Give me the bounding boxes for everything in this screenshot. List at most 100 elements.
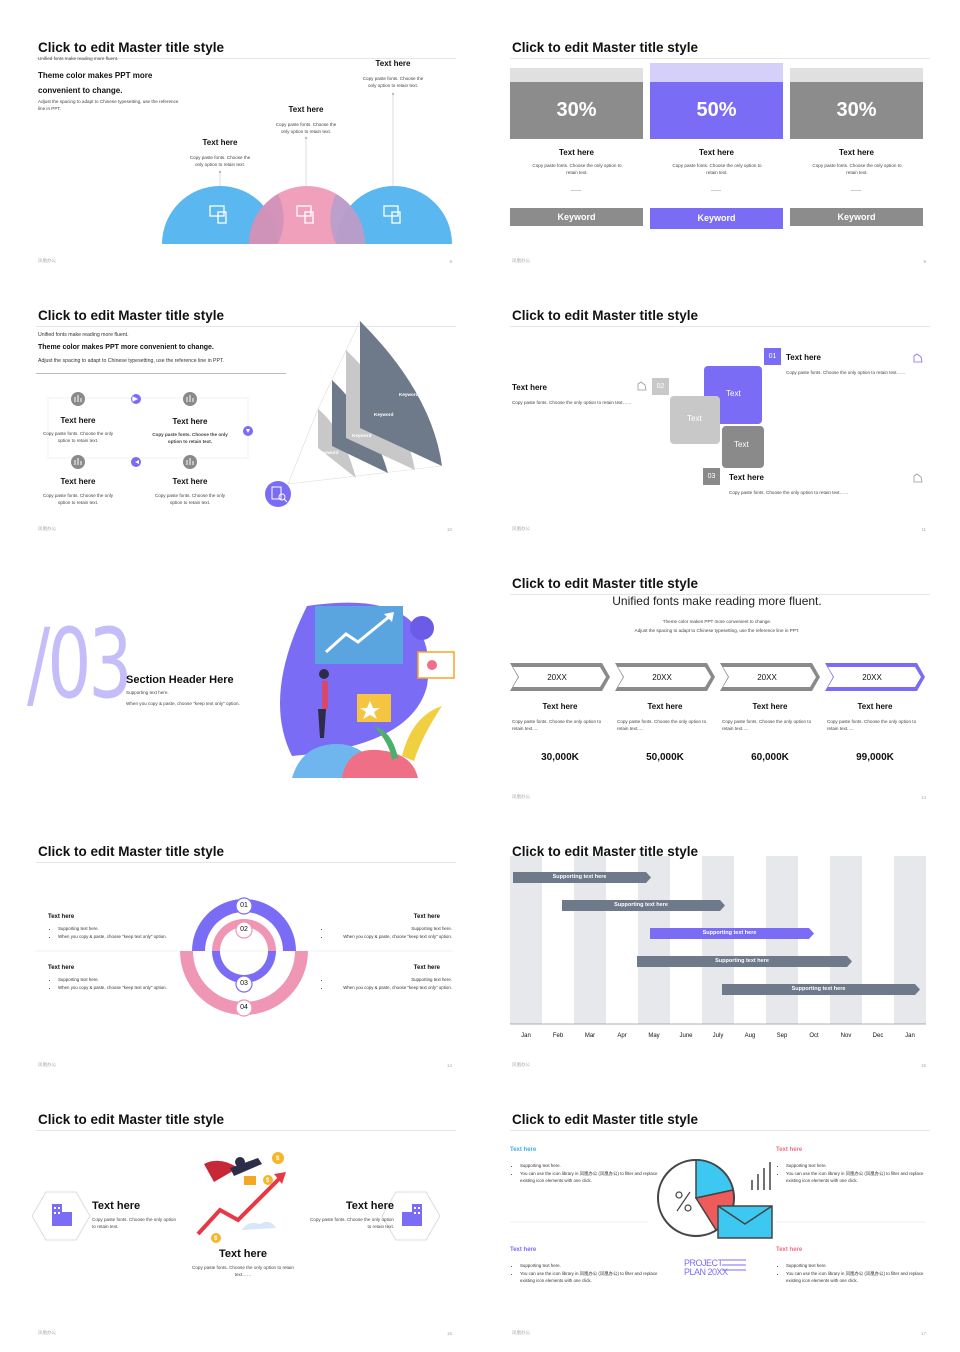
slide-title: Click to edit Master title style [38,40,225,55]
col-2-keyword[interactable]: Keyword [650,208,783,229]
title-divider [36,1130,456,1131]
page-number: 10 [446,527,452,532]
item-1-b2: When you copy & paste, choose "keep text… [58,933,190,941]
keyword-3: Keyword [374,412,394,417]
slide-14[interactable]: Click to edit Master title style 01 02 0… [2,814,470,1074]
sub-1: Theme color makes PPT more convenient to… [662,619,772,624]
slide-title: Click to edit Master title style [512,576,699,591]
col-4-year: 20XX [862,673,882,682]
slide-15[interactable]: Click to edit Master title style Support… [476,814,944,1074]
footer-brand: 凤凰办公 [38,1330,56,1335]
document-search-icon [271,486,288,503]
section-sub-2: When you copy & paste, choose "keep text… [126,701,240,706]
month-label: Mar [584,1033,596,1039]
slide-title: Click to edit Master title style [512,308,699,323]
svg-text:$: $ [276,1156,280,1162]
hand-icon [913,353,923,363]
col-1-percent: 30% [510,82,643,139]
item-3-bullets: Supporting text here. When you copy & pa… [322,925,452,940]
intro-adjust: Adjust the spacing to adapt to Chinese t… [38,99,179,111]
col-1-desc: Copy paste fonts. Choose the only option… [512,719,602,731]
item-2-desc: Copy paste fonts. Choose the only option… [152,432,228,444]
col-2-desc: Copy paste fonts. Choose the only option… [617,719,707,731]
slide-12[interactable]: /03 Section Header Here Supporting text … [2,546,470,806]
col-2-title: Text here [647,702,683,711]
item-3-bullets: Supporting text here. You can use the ic… [512,1262,662,1285]
col-3-desc: Copy paste fonts. Choose the only option… [722,719,812,731]
item-2-b1: Supporting text here. [786,1162,928,1170]
gantt-bar-1: Supporting text here [552,874,607,880]
col-3-dash [851,190,861,191]
item-1-title: Text here [510,1147,537,1153]
month-label: Apr [617,1033,627,1039]
page-number: 13 [920,795,926,800]
num-01: 01 [764,348,781,365]
col-3-keyword[interactable]: Keyword [790,208,923,226]
slide-11[interactable]: Click to edit Master title style Text Te… [476,278,944,538]
col-2-dash [711,190,721,191]
item-4-b1: Supporting text here. [330,976,452,984]
square-2-label: Text [687,414,702,423]
slide-16[interactable]: Click to edit Master title style $ $ $ Tex… [2,1082,470,1342]
footer-brand: 凤凰办公 [512,258,530,263]
item-4-desc: Copy paste fonts. Choose the only option… [154,493,226,505]
slide-title: Click to edit Master title style [512,844,699,859]
title-divider [510,58,930,59]
month-label: Dec [872,1033,884,1039]
footer-brand: 凤凰办公 [512,1062,530,1067]
intro-bold: Theme color makes PPT more convenient to… [38,71,153,95]
col-2-title: Text here [699,148,734,157]
col-2-percent: 50% [650,82,783,139]
slide-9[interactable]: Click to edit Master title style 30% Tex… [476,10,944,270]
ring-num-04: 04 [240,1004,248,1011]
intro-small: Unified fonts make reading more fluent. [38,332,129,338]
page-number: 11 [921,527,926,532]
svg-text:$: $ [214,1236,218,1242]
page-number: 8 [449,259,452,264]
month-label: Feb [552,1033,564,1039]
bottom-title: Text here [729,473,764,482]
col-1-title: Text here [542,702,578,711]
title-divider [36,58,456,59]
slide-10[interactable]: Click to edit Master title style Unified… [2,278,470,538]
page-number: 9 [923,259,926,264]
item-3-b2: You can use the icon library in 凤凰办公 (凤凰… [520,1270,662,1285]
hand-icon [637,381,647,391]
right-title: Text here [345,1200,394,1212]
col-3-title: Text here [839,148,874,157]
item-2-bullets: Supporting text here. You can use the ic… [778,1162,928,1185]
item-3-desc: Copy paste fonts. Choose the only option… [42,493,114,505]
ring-num-02: 02 [240,926,248,933]
rocket-growth-illustration: $ $ $ [31,1152,441,1243]
intro-bold: Theme color makes PPT more convenient to… [38,344,214,351]
month-label: Jan [905,1033,915,1039]
title-divider [510,594,930,595]
item-3-title: Text here [375,59,411,68]
ring-num-03: 03 [240,980,248,987]
footer-brand: 凤凰办公 [38,526,56,531]
footer-brand: 凤凰办公 [512,794,530,799]
month-label: Aug [744,1033,756,1039]
slide-13[interactable]: Click to edit Master title style Unified… [476,546,944,806]
col-3-desc: Copy paste fonts. Choose the only option… [812,163,902,175]
square-3 [722,426,764,468]
col-1-keyword[interactable]: Keyword [510,208,643,226]
col-1-dash [571,190,581,191]
slide-8[interactable]: Click to edit Master title style Unified… [2,10,470,270]
item-2-title: Text here [172,417,208,426]
item-4-title: Text here [776,1247,803,1253]
intro-small: Unified fonts make reading more fluent. [38,56,119,61]
col-1-year: 20XX [547,673,567,682]
title-divider [36,326,456,327]
section-title: Section Header Here [126,674,234,686]
hand-icon [913,473,923,483]
page-number: 15 [920,1063,926,1068]
col-3-cap [790,68,923,82]
month-label: Jan [521,1033,531,1039]
col-4-desc: Copy paste fonts. Choose the only option… [827,719,917,731]
gantt-bar-5: Supporting text here [791,986,846,992]
slide-title: Click to edit Master title style [38,308,225,323]
item-1-desc: Copy paste fonts. Choose the only option… [189,155,251,167]
slide-17[interactable]: Click to edit Master title style PROJECT… [476,1082,944,1342]
footer-brand: 凤凰办公 [512,526,530,531]
